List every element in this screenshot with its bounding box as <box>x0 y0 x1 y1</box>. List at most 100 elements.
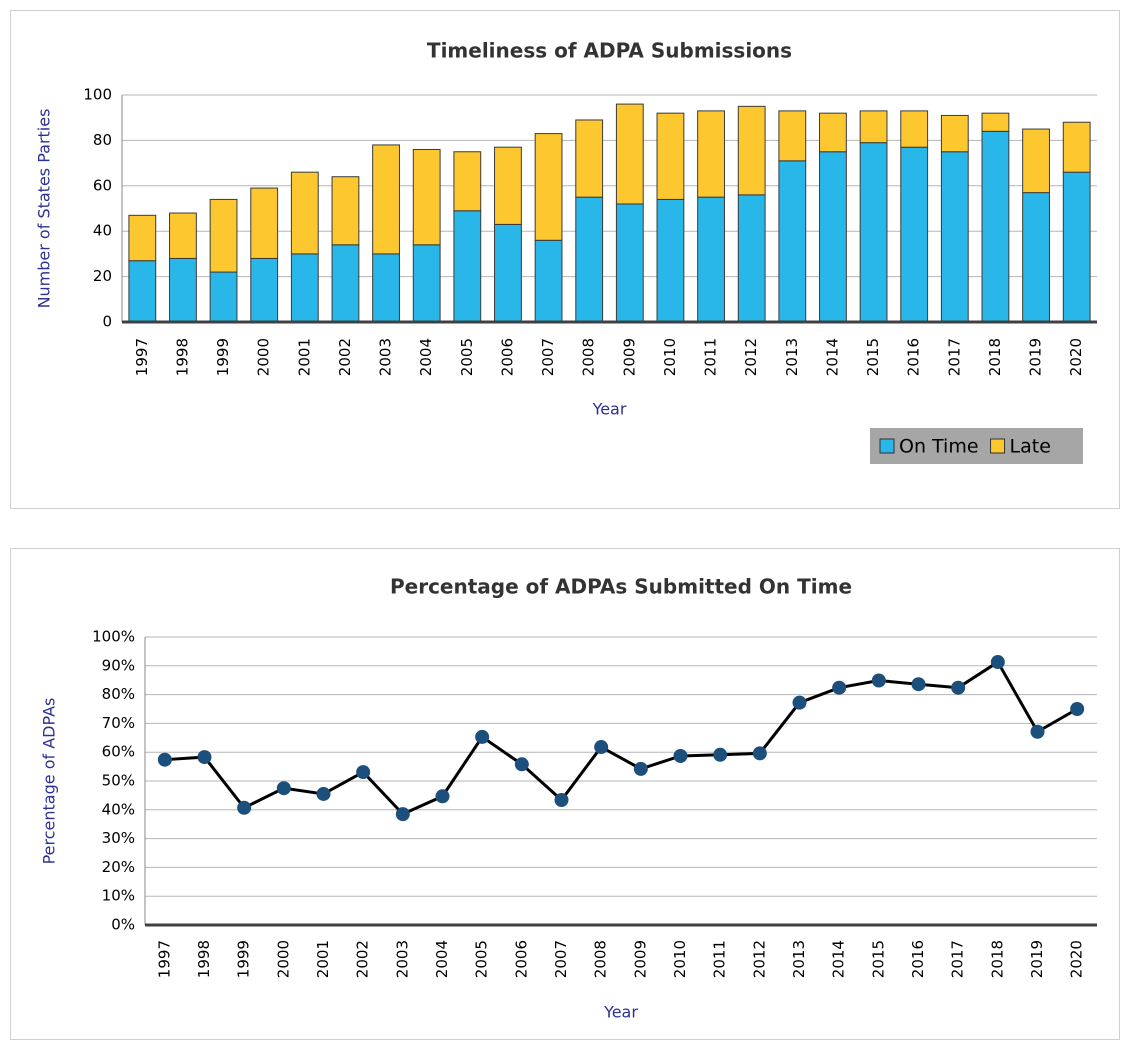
bar <box>697 196 725 323</box>
bar <box>372 253 400 323</box>
bar <box>412 244 441 323</box>
bar <box>819 151 847 323</box>
y-tick-label: 40 <box>93 222 112 240</box>
bar <box>778 110 807 162</box>
legend-box <box>870 428 1083 464</box>
bar <box>534 133 563 241</box>
y-tick-label: 60 <box>93 176 112 194</box>
bar <box>169 212 197 259</box>
marker <box>276 781 291 796</box>
x-tick-label: 2012 <box>750 940 768 978</box>
bar <box>128 214 157 262</box>
bar <box>290 253 319 323</box>
x-tick-label: 1998 <box>195 940 213 978</box>
x-tick-label: 1998 <box>173 338 191 376</box>
bar <box>250 257 279 323</box>
legend-swatch <box>990 438 1006 454</box>
marker <box>1070 702 1085 716</box>
x-tick-label: 2008 <box>592 940 610 978</box>
x-tick-label: 2001 <box>314 940 332 978</box>
x-tick-label: 2003 <box>377 338 395 376</box>
y-tick-label: 20 <box>93 267 112 285</box>
marker <box>713 747 728 762</box>
bar <box>331 244 360 323</box>
x-tick-label: 2006 <box>512 940 530 978</box>
bar <box>981 130 1010 323</box>
bar <box>737 194 766 323</box>
bar <box>494 223 522 323</box>
marker <box>237 800 252 815</box>
x-tick-label: 2002 <box>354 940 372 978</box>
bar <box>331 176 360 246</box>
bar <box>169 257 197 323</box>
x-tick-label: 2006 <box>498 338 516 376</box>
bar <box>372 144 400 255</box>
y-tick-label: 90% <box>102 656 135 674</box>
x-tick-label: 2010 <box>671 940 689 978</box>
x-tick-label: 2010 <box>661 338 679 376</box>
x-tick-label: 1999 <box>235 940 253 978</box>
x-tick-label: 2012 <box>742 338 760 376</box>
x-tick-label: 2013 <box>790 940 808 978</box>
bar <box>900 110 929 148</box>
marker <box>911 677 926 692</box>
x-tick-label: 2020 <box>1068 940 1086 978</box>
y-axis-label: Percentage of ADPAs <box>40 698 59 865</box>
x-tick-label: 2011 <box>702 338 720 376</box>
bar <box>615 203 644 323</box>
x-tick-label: 2015 <box>869 940 887 978</box>
x-tick-label: 1997 <box>155 940 173 978</box>
marker <box>514 757 529 772</box>
bar <box>1062 121 1091 173</box>
chart-title: Timeliness of ADPA Submissions <box>427 39 792 63</box>
bar <box>453 210 482 323</box>
legend-swatch <box>879 438 895 454</box>
y-tick-label: 80% <box>102 685 135 703</box>
bar <box>128 260 157 323</box>
x-tick-label: 2013 <box>783 338 801 376</box>
x-tick-label: 2017 <box>949 940 967 978</box>
y-tick-label: 60% <box>102 743 135 761</box>
y-tick-label: 0 <box>102 313 112 331</box>
marker <box>157 752 172 767</box>
x-tick-label: 2003 <box>393 940 411 978</box>
x-tick-label: 2000 <box>255 338 273 376</box>
marker <box>395 807 410 822</box>
chart-title: Percentage of ADPAs Submitted On Time <box>390 575 852 599</box>
bar <box>900 146 929 323</box>
x-tick-label: 1999 <box>214 338 232 376</box>
x-tick-label: 2018 <box>988 940 1006 978</box>
bar <box>819 112 847 153</box>
x-tick-label: 2007 <box>552 940 570 978</box>
x-tick-label: 2018 <box>986 338 1004 376</box>
marker <box>594 740 609 755</box>
x-tick-label: 1997 <box>133 338 151 376</box>
x-tick-label: 2009 <box>631 940 649 978</box>
x-tick-label: 2016 <box>909 940 927 978</box>
bar <box>656 198 685 323</box>
bar <box>1022 192 1050 323</box>
x-tick-label: 2017 <box>945 338 963 376</box>
y-tick-label: 20% <box>102 858 135 876</box>
legend-label: On Time <box>899 436 979 458</box>
x-tick-label: 2005 <box>458 338 476 376</box>
y-tick-label: 50% <box>102 772 135 790</box>
bar <box>250 187 279 259</box>
bar <box>697 110 725 198</box>
bar <box>209 271 238 323</box>
bar <box>940 151 969 323</box>
x-axis-label: Year <box>592 400 627 419</box>
bar <box>209 198 238 273</box>
bar <box>981 112 1010 132</box>
bar <box>615 103 644 205</box>
y-tick-label: 80 <box>93 131 112 149</box>
x-tick-label: 2019 <box>1027 338 1045 376</box>
bar <box>575 119 604 198</box>
marker <box>871 673 886 688</box>
marker <box>435 789 450 804</box>
x-axis-label: Year <box>603 1003 638 1022</box>
marker <box>475 729 490 744</box>
y-tick-label: 100 <box>83 86 112 104</box>
bar <box>494 146 522 225</box>
